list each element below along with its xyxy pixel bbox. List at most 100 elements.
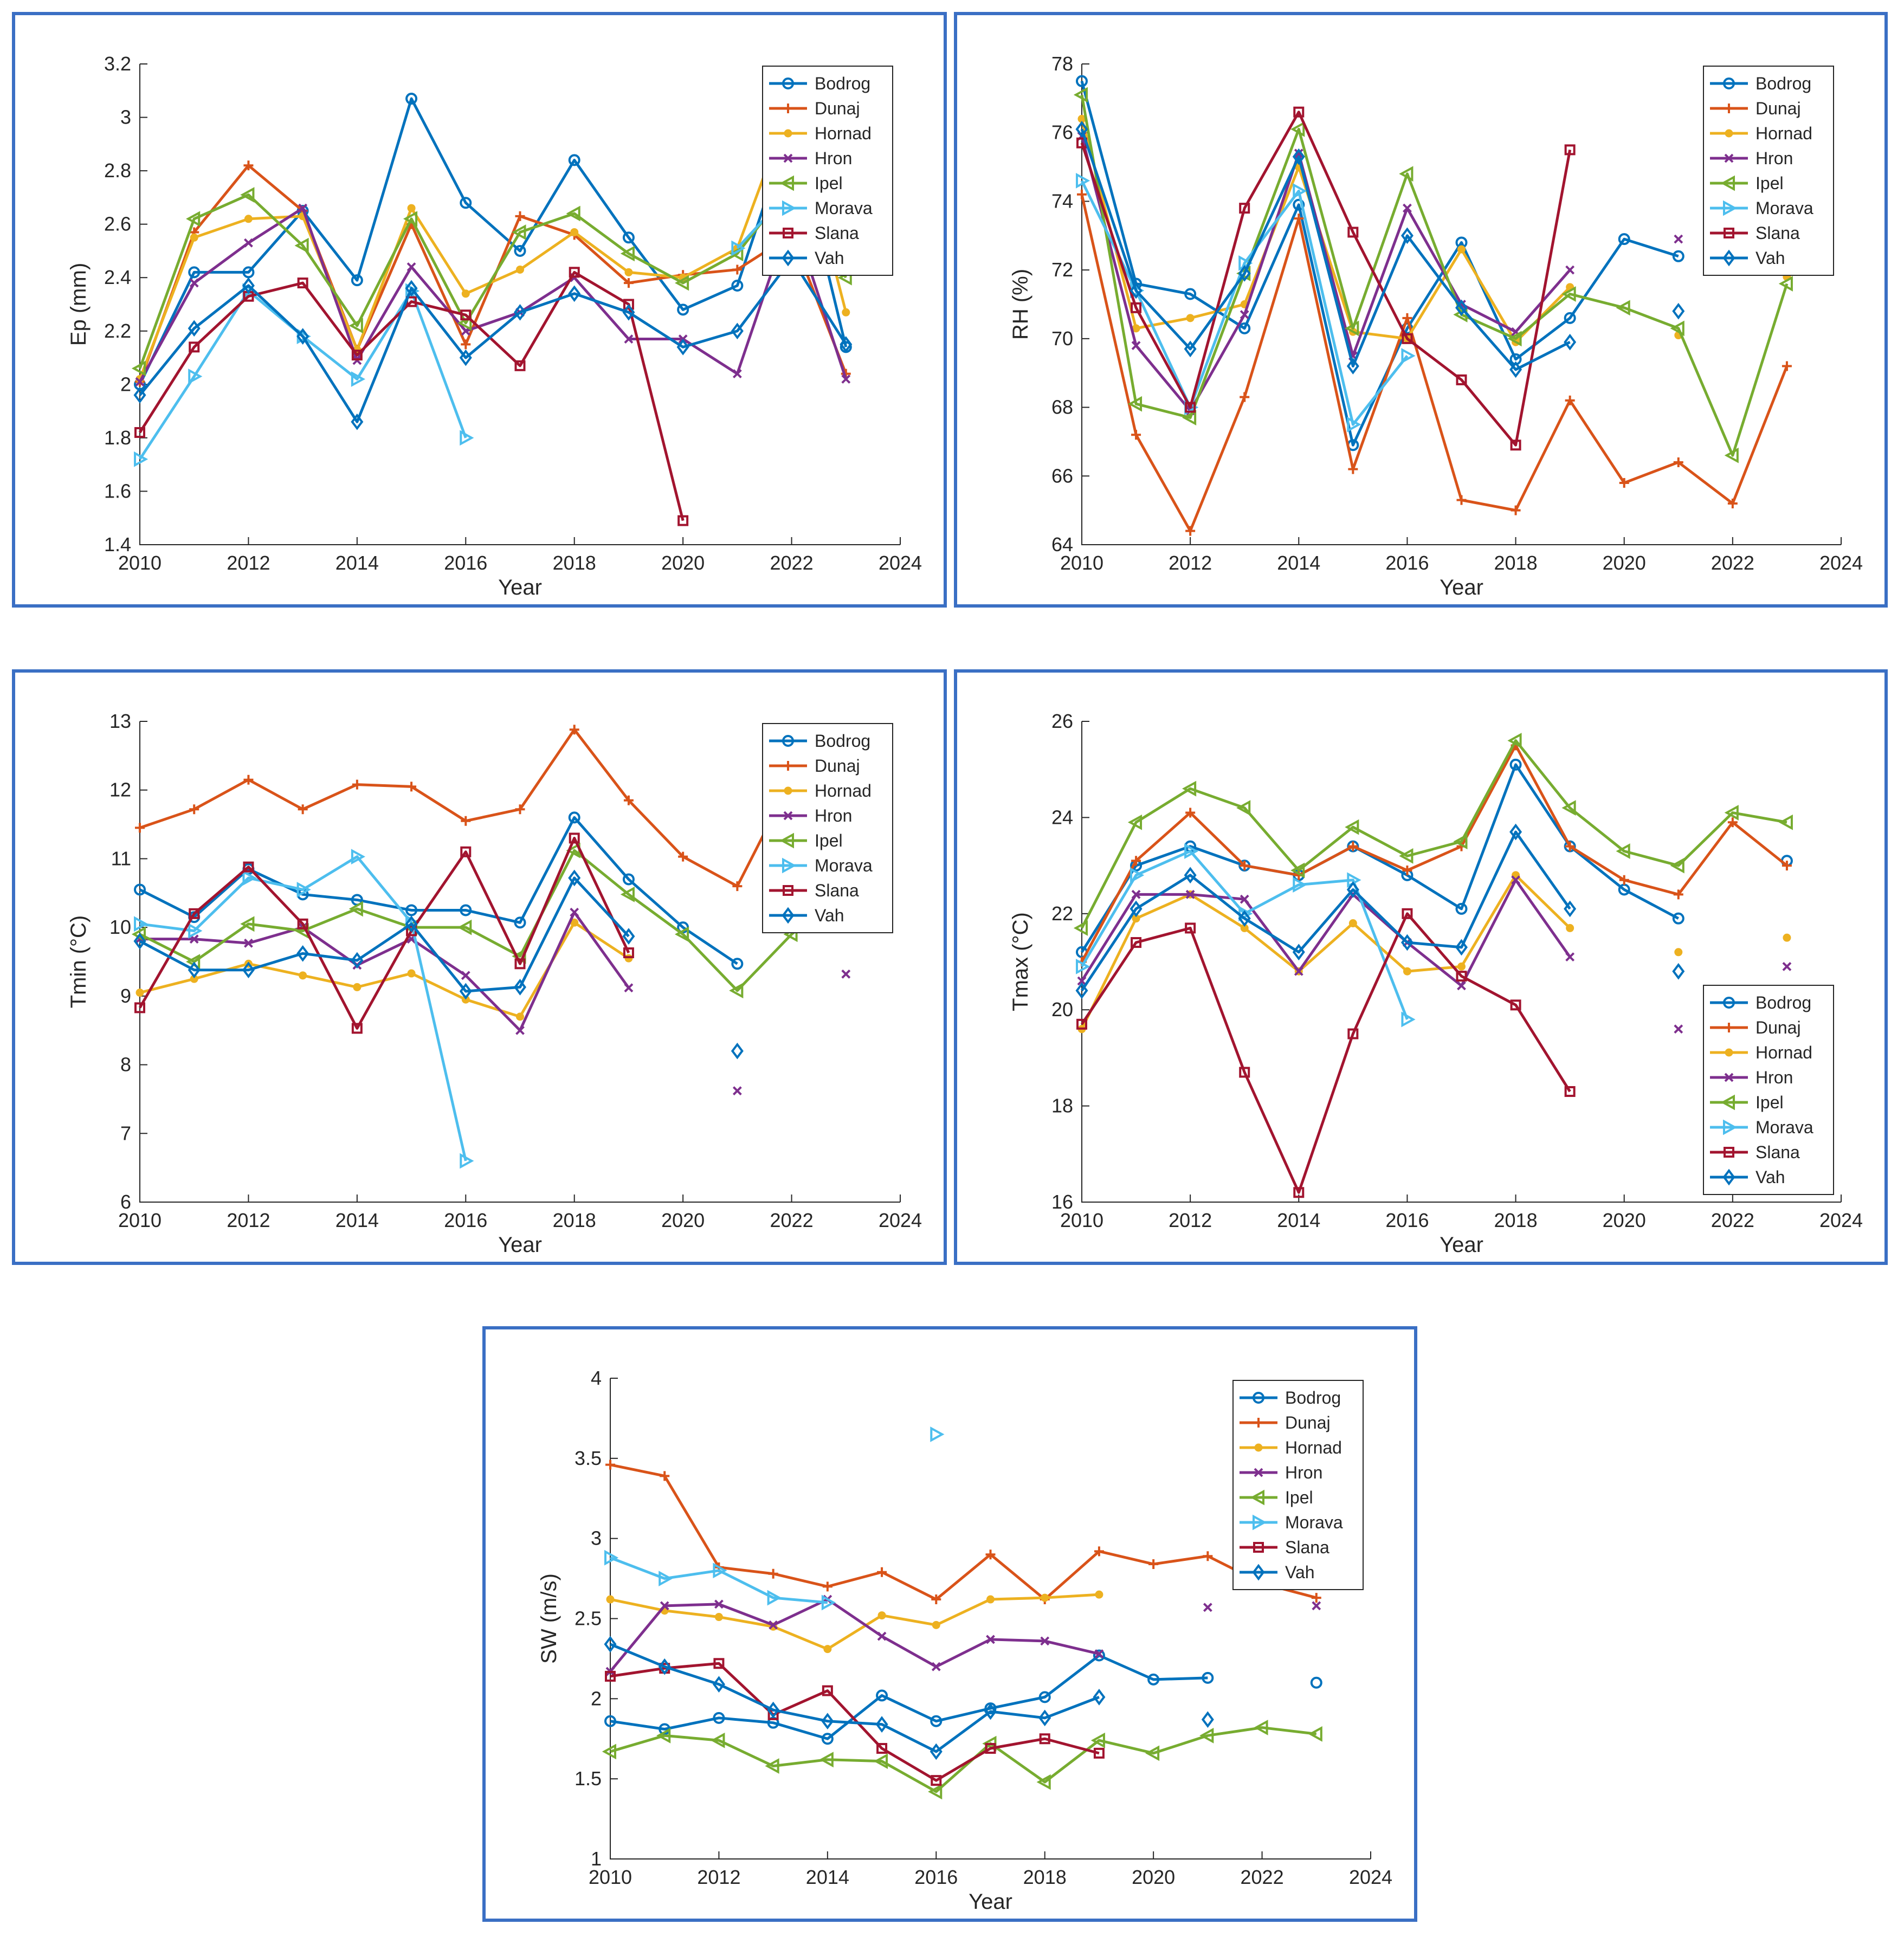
data-point	[186, 211, 201, 227]
legend-label: Slana	[815, 881, 859, 900]
chart-svg-rh: 2010 2012 2014 2016 2018 2020 2022 2024 64 66 68 70…	[1009, 53, 1863, 599]
series-line	[610, 1556, 828, 1604]
data-point	[1727, 817, 1738, 828]
data-point	[460, 1153, 474, 1169]
data-point	[1724, 805, 1739, 821]
legend-marker	[1723, 997, 1735, 1009]
data-point	[1618, 233, 1630, 246]
data-point	[461, 971, 470, 980]
data-point	[1201, 1711, 1214, 1728]
data-point	[1090, 1732, 1105, 1748]
legend-marker	[783, 761, 793, 771]
data-point	[514, 916, 526, 929]
legend-marker	[1252, 1564, 1265, 1581]
legend-label: Vah	[815, 906, 844, 925]
legend-marker	[784, 786, 792, 795]
data-point	[189, 278, 199, 288]
x-tick-label: 2024	[1349, 1866, 1392, 1888]
data-point	[189, 341, 200, 353]
legend-marker	[1253, 1542, 1264, 1553]
series-ipel	[602, 1720, 1322, 1800]
data-point	[568, 811, 580, 824]
data-point	[731, 280, 744, 292]
data-point	[1292, 944, 1305, 961]
data-point	[1510, 999, 1521, 1011]
data-point	[877, 1631, 887, 1641]
y-axis-label: RH (%)	[1009, 269, 1032, 340]
legend: Bodrog Dunaj Hornad Hron Ipel Morava Slana Vah	[1703, 66, 1834, 276]
y-tick-label: 1.8	[104, 427, 131, 449]
data-point	[299, 971, 307, 980]
data-point	[622, 873, 635, 886]
data-point	[1077, 114, 1086, 123]
data-point	[605, 1460, 615, 1470]
data-point	[1401, 348, 1416, 364]
y-tick-label: 72	[1051, 259, 1073, 281]
series-line	[1080, 194, 1789, 533]
x-tick-label: 2024	[879, 1209, 922, 1231]
x-tick-label: 2010	[589, 1866, 632, 1888]
data-point	[1783, 933, 1791, 942]
series-line	[1080, 739, 1787, 929]
data-point	[190, 233, 198, 242]
data-point	[242, 277, 255, 294]
data-point	[243, 774, 254, 785]
data-point	[514, 360, 526, 371]
data-point	[620, 886, 635, 902]
data-point	[296, 945, 309, 962]
series-line	[138, 100, 848, 380]
x-tick-label: 2012	[227, 552, 270, 574]
y-tick-label: 12	[109, 779, 131, 801]
data-point	[765, 1758, 779, 1774]
data-point	[1184, 288, 1197, 300]
data-point	[1457, 962, 1466, 971]
data-point	[515, 1025, 525, 1035]
data-point	[516, 1012, 524, 1021]
data-point	[351, 1023, 363, 1034]
y-tick-label: 2.2	[104, 320, 131, 342]
series-line	[139, 849, 847, 992]
x-tick-label: 2024	[879, 552, 922, 574]
data-point	[821, 1713, 834, 1730]
data-point	[1238, 910, 1251, 927]
data-point	[1075, 121, 1088, 138]
legend-marker	[1724, 104, 1734, 113]
data-point	[1782, 361, 1792, 371]
data-point	[1346, 881, 1359, 898]
data-point	[405, 904, 418, 916]
y-axis-label: Ep (mm)	[67, 263, 91, 346]
data-point	[1095, 1590, 1103, 1599]
data-point	[1182, 410, 1197, 425]
y-tick-label: 2.4	[104, 266, 131, 288]
data-point	[1073, 920, 1088, 936]
x-tick-label: 2016	[444, 552, 487, 574]
legend-label: Ipel	[1755, 173, 1784, 193]
data-point	[930, 1715, 943, 1727]
data-point	[407, 204, 416, 212]
x-tick-label: 2012	[697, 1866, 740, 1888]
x-tick-label: 2022	[1711, 552, 1754, 574]
data-point	[1511, 505, 1521, 515]
data-point	[622, 231, 635, 244]
series-line	[1080, 912, 1571, 1194]
data-point	[1564, 1086, 1576, 1097]
data-point	[405, 915, 418, 933]
data-point	[606, 1595, 615, 1604]
data-point	[1131, 302, 1142, 313]
legend-box	[762, 723, 893, 933]
x-tick-label: 2018	[1023, 1866, 1067, 1888]
data-point	[732, 881, 743, 892]
data-point	[1456, 971, 1467, 982]
series-slana	[1076, 908, 1576, 1198]
data-point	[660, 1601, 669, 1611]
data-point	[1619, 477, 1629, 488]
x-tick-label: 2014	[335, 1209, 379, 1231]
y-tick-label: 76	[1051, 121, 1073, 144]
series-line	[1080, 744, 1788, 963]
data-point	[1457, 245, 1466, 254]
data-point	[605, 1670, 616, 1682]
series-line	[610, 1654, 1208, 1740]
data-point	[352, 779, 362, 790]
series-line	[138, 836, 630, 1030]
data-point	[188, 320, 201, 337]
